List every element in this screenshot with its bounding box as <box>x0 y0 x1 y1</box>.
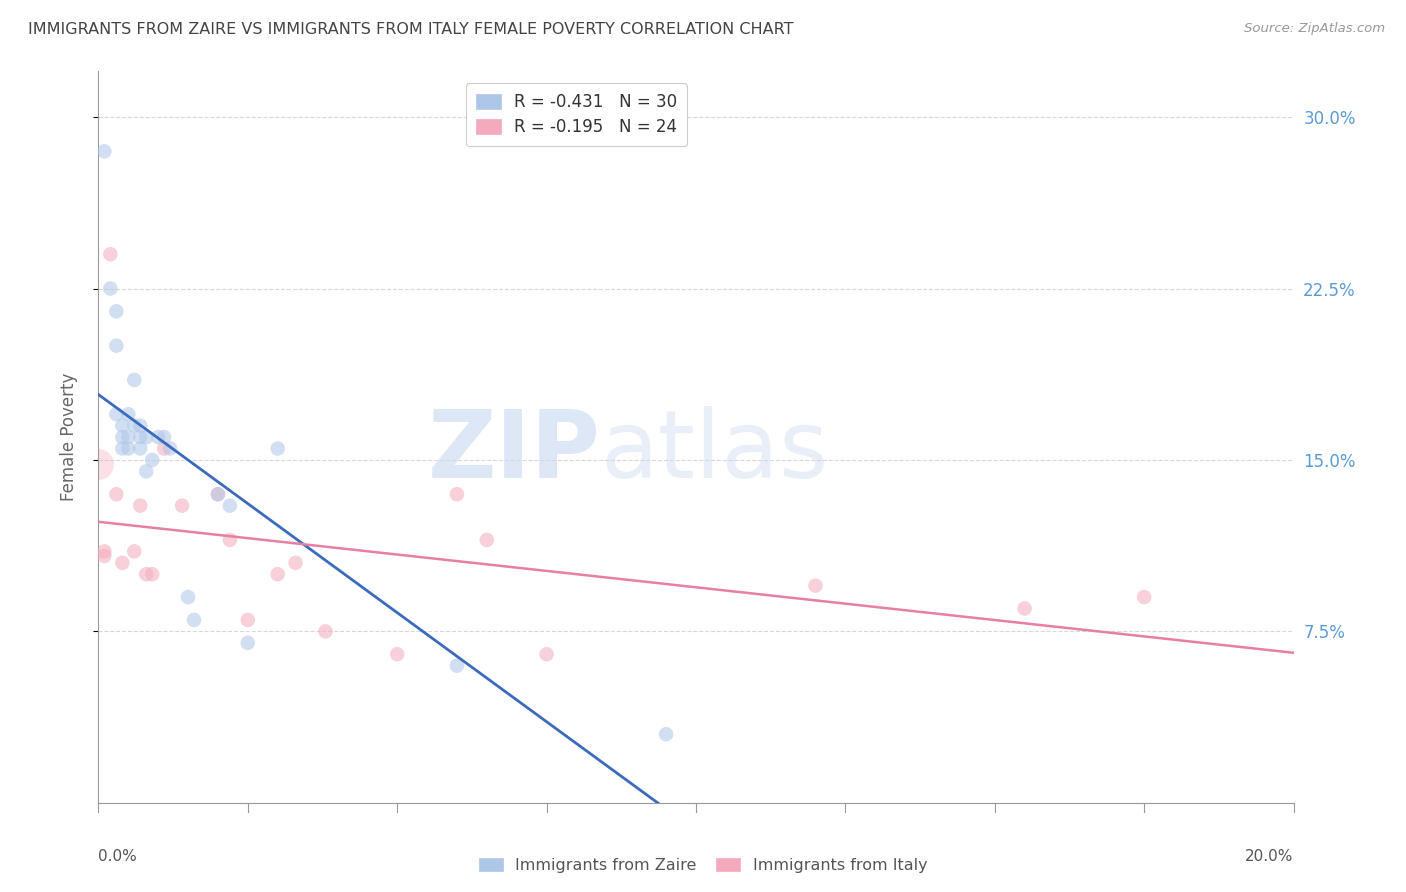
Point <box>87 458 110 472</box>
Point <box>236 613 259 627</box>
Point <box>236 636 259 650</box>
Legend: R = -0.431   N = 30, R = -0.195   N = 24: R = -0.431 N = 30, R = -0.195 N = 24 <box>465 83 688 146</box>
Point <box>141 453 163 467</box>
Point <box>267 442 290 456</box>
Point <box>475 533 498 547</box>
Point <box>135 567 157 582</box>
Text: 20.0%: 20.0% <box>1246 848 1294 863</box>
Point <box>135 464 157 478</box>
Point <box>117 442 139 456</box>
Point <box>117 430 139 444</box>
Point <box>135 430 157 444</box>
Point <box>100 247 122 261</box>
Legend: Immigrants from Zaire, Immigrants from Italy: Immigrants from Zaire, Immigrants from I… <box>472 852 934 880</box>
Point <box>207 487 229 501</box>
Point <box>1014 601 1036 615</box>
Point <box>111 418 134 433</box>
Point <box>219 533 242 547</box>
Point <box>124 544 146 558</box>
Point <box>124 418 146 433</box>
Text: IMMIGRANTS FROM ZAIRE VS IMMIGRANTS FROM ITALY FEMALE POVERTY CORRELATION CHART: IMMIGRANTS FROM ZAIRE VS IMMIGRANTS FROM… <box>28 22 793 37</box>
Point <box>105 407 128 421</box>
Text: Source: ZipAtlas.com: Source: ZipAtlas.com <box>1244 22 1385 36</box>
Point <box>159 442 181 456</box>
Point <box>655 727 678 741</box>
Point <box>100 281 122 295</box>
Point <box>172 499 194 513</box>
Point <box>153 430 176 444</box>
Point <box>207 487 229 501</box>
Point <box>129 442 152 456</box>
Point <box>315 624 337 639</box>
Point <box>93 145 115 159</box>
Point <box>148 430 170 444</box>
Point <box>267 567 290 582</box>
Point <box>141 567 163 582</box>
Point <box>446 487 468 501</box>
Point <box>536 647 558 661</box>
Point <box>105 338 128 352</box>
Point <box>129 430 152 444</box>
Point <box>93 544 115 558</box>
Point <box>153 442 176 456</box>
Point <box>385 647 409 661</box>
Point <box>111 442 134 456</box>
Point <box>804 579 827 593</box>
Point <box>93 549 115 563</box>
Point <box>129 499 152 513</box>
Point <box>111 556 134 570</box>
Text: 0.0%: 0.0% <box>98 848 138 863</box>
Point <box>105 487 128 501</box>
Text: atlas: atlas <box>600 406 828 498</box>
Point <box>1133 590 1156 604</box>
Point <box>219 499 242 513</box>
Point <box>177 590 200 604</box>
Point <box>117 407 139 421</box>
Y-axis label: Female Poverty: Female Poverty <box>59 373 77 501</box>
Point <box>105 304 128 318</box>
Point <box>284 556 307 570</box>
Point <box>183 613 205 627</box>
Text: ZIP: ZIP <box>427 406 600 498</box>
Point <box>111 430 134 444</box>
Point <box>129 418 152 433</box>
Point <box>124 373 146 387</box>
Point <box>446 658 468 673</box>
